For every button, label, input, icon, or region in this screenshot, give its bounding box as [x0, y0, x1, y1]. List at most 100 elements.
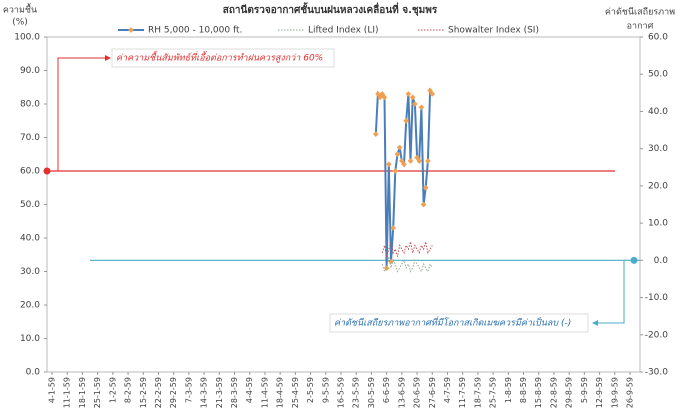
- point-marker: [409, 94, 416, 101]
- x-tick-label: 27-6-59: [428, 377, 437, 408]
- x-tick-label: 9-5-59: [321, 377, 330, 403]
- y-tick-label: 90.0: [20, 66, 40, 76]
- point-marker: [405, 91, 412, 97]
- x-tick-label: 11-1-59: [63, 377, 72, 408]
- x-tick-label: 4-1-59: [48, 377, 57, 403]
- x-tick-label: 30-5-59: [367, 377, 376, 408]
- x-tick-label: 1-2-59: [108, 377, 117, 403]
- x-tick-label: 5-9-59: [580, 377, 589, 403]
- x-tick-label: 11-7-59: [458, 377, 467, 408]
- point-marker: [372, 131, 379, 137]
- x-tick-label: 18-7-59: [473, 377, 482, 408]
- arrow-head: [592, 320, 598, 326]
- point-marker: [429, 91, 436, 97]
- legend-label: RH 5,000 - 10,000 ft.: [148, 26, 242, 36]
- point-marker: [381, 94, 388, 101]
- y2-tick-label: 0.0: [654, 256, 669, 266]
- legend-label: Lifted Index (LI): [308, 26, 379, 36]
- reference-marker: [630, 256, 638, 264]
- y2-tick-label: 20.0: [648, 181, 668, 191]
- x-tick-label: 15-8-59: [534, 377, 543, 408]
- x-tick-label: 7-3-59: [184, 377, 193, 403]
- y-tick-label: 40.0: [20, 234, 40, 244]
- x-tick-label: 8-2-59: [124, 377, 133, 403]
- y-tick-label: 10.0: [20, 334, 40, 344]
- legend-marker: [128, 27, 134, 33]
- point-marker: [392, 168, 399, 174]
- annotation-box: [111, 48, 335, 68]
- annotation-box: [329, 313, 589, 333]
- reference-marker: [43, 167, 51, 175]
- y-tick-label: 30.0: [20, 267, 40, 277]
- x-tick-label: 4-4-59: [245, 377, 254, 403]
- y-axis-label: ความชื้น: [3, 3, 37, 16]
- x-tick-label: 25-7-59: [489, 377, 498, 408]
- x-tick-label: 28-3-59: [230, 377, 239, 408]
- point-marker: [396, 144, 403, 151]
- point-marker: [418, 104, 425, 111]
- point-marker: [412, 101, 418, 107]
- y2-tick-label: 10.0: [648, 219, 668, 229]
- y-tick-label: 80.0: [20, 100, 40, 110]
- arrow-head: [105, 55, 111, 61]
- point-marker: [385, 161, 392, 168]
- x-tick-label: 11-4-59: [260, 377, 269, 408]
- series-line: [381, 241, 433, 257]
- point-marker: [390, 225, 396, 231]
- annotation-arrow: [57, 57, 105, 171]
- y-tick-label: 60.0: [20, 167, 40, 177]
- x-tick-label: 1-8-59: [504, 377, 513, 403]
- x-tick-label: 25-4-59: [291, 377, 300, 408]
- x-tick-label: 8-8-59: [519, 377, 528, 403]
- x-tick-label: 29-2-59: [169, 377, 178, 408]
- y2-axis-label: ค่าดัชนีเสถียรภาพ: [605, 7, 675, 18]
- y2-tick-label: -30.0: [645, 368, 669, 378]
- x-tick-label: 15-2-59: [139, 377, 148, 408]
- x-tick-label: 4-7-59: [443, 377, 452, 403]
- point-marker: [425, 158, 431, 164]
- point-marker: [407, 158, 414, 164]
- y-tick-label: 70.0: [20, 133, 40, 143]
- x-tick-label: 19-9-59: [610, 377, 619, 408]
- y2-tick-label: 60.0: [648, 33, 668, 43]
- x-tick-label: 18-4-59: [276, 377, 285, 408]
- series-line: [381, 256, 433, 273]
- chart-title: สถานีตรวจอากาศชั้นบนฝนหลวงเคลื่อนที่ จ.ช…: [223, 2, 438, 16]
- x-tick-label: 23-5-59: [352, 377, 361, 408]
- point-marker: [416, 158, 423, 164]
- x-tick-label: 21-3-59: [215, 377, 224, 408]
- annotation-arrow: [598, 260, 625, 324]
- point-marker: [403, 117, 410, 124]
- legend-label: Showalter Index (SI): [448, 26, 539, 36]
- point-marker: [394, 151, 401, 158]
- x-tick-label: 13-6-59: [397, 377, 406, 408]
- annotation: ค่าความชื้นสัมพัทธ์ที่เอื้อต่อการทำฝนควร…: [116, 51, 323, 64]
- y-tick-label: 0.0: [26, 368, 41, 378]
- x-tick-label: 26-9-59: [626, 377, 635, 408]
- x-tick-label: 22-8-59: [549, 377, 558, 408]
- y-axis-label: (%): [12, 18, 28, 28]
- annotation: ค่าดัชนีเสถียรภาพอากาศที่มีโอกาสเกิดเมฆค…: [334, 316, 571, 329]
- x-tick-label: 14-3-59: [200, 377, 209, 408]
- y-tick-label: 20.0: [20, 301, 40, 311]
- y-tick-label: 100.0: [14, 33, 40, 43]
- x-tick-label: 12-9-59: [595, 377, 604, 408]
- x-tick-label: 18-1-59: [78, 377, 87, 408]
- x-tick-label: 20-6-59: [413, 377, 422, 408]
- y2-tick-label: 50.0: [648, 70, 668, 80]
- y2-tick-label: 30.0: [648, 144, 668, 154]
- x-tick-label: 6-6-59: [382, 377, 391, 403]
- point-marker: [401, 161, 407, 168]
- y2-tick-label: -10.0: [645, 293, 669, 303]
- x-tick-label: 2-5-59: [306, 377, 315, 403]
- x-tick-label: 22-2-59: [154, 377, 163, 408]
- x-tick-label: 25-1-59: [93, 377, 102, 408]
- point-marker: [422, 184, 429, 191]
- y2-tick-label: -20.0: [645, 330, 669, 340]
- y-tick-label: 50.0: [20, 200, 40, 210]
- x-tick-label: 29-8-59: [565, 377, 574, 408]
- x-tick-label: 16-5-59: [337, 377, 346, 408]
- point-marker: [420, 201, 427, 208]
